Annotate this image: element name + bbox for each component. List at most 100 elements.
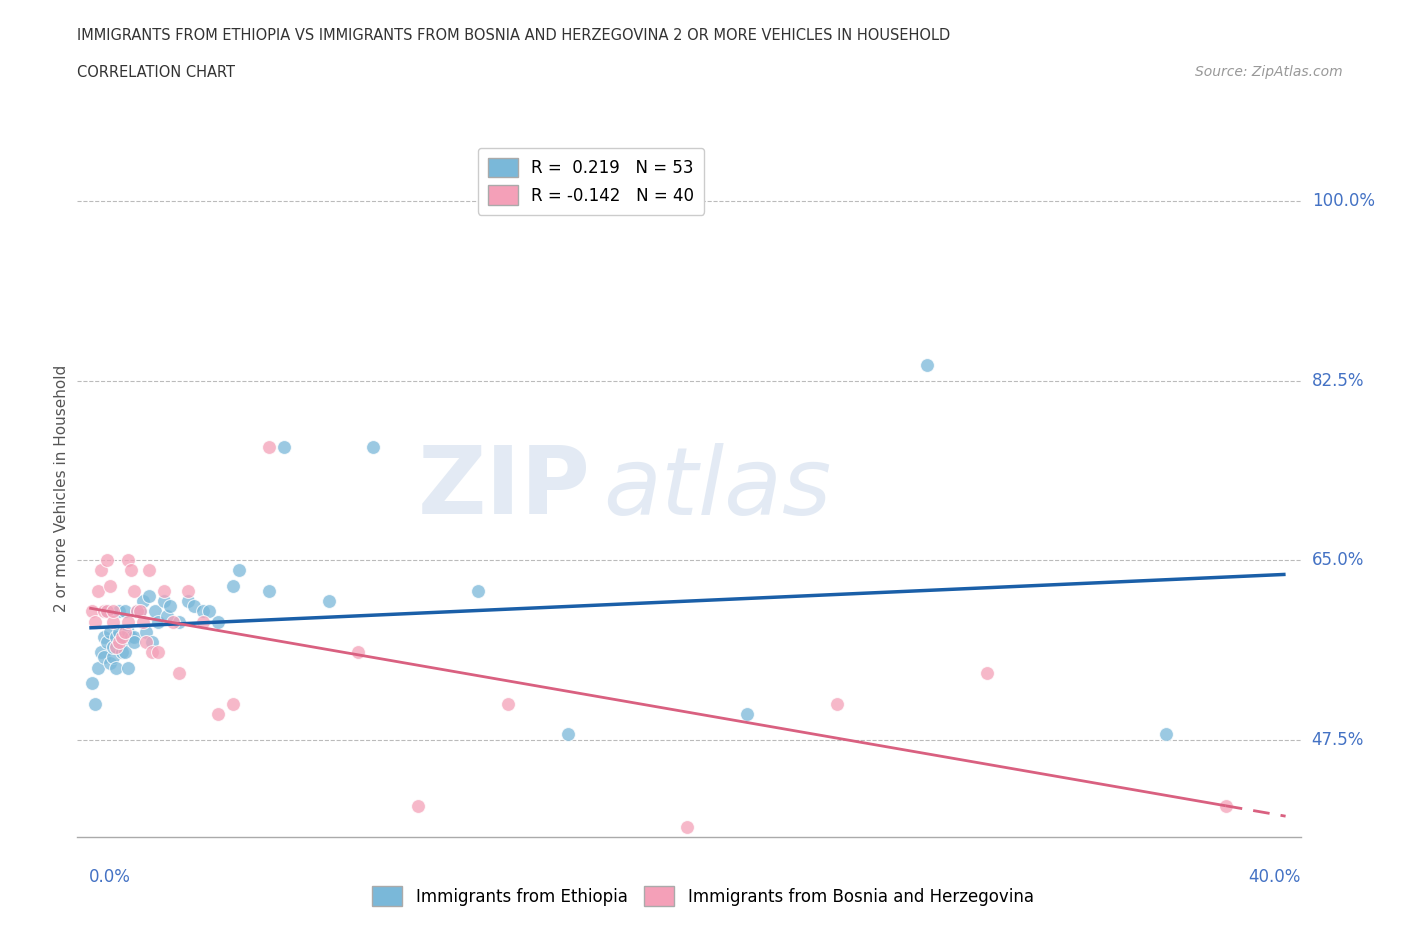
Point <box>93 650 115 665</box>
Point <box>132 614 155 629</box>
Text: 100.0%: 100.0% <box>1312 192 1375 210</box>
Point <box>146 644 169 659</box>
Point <box>496 697 519 711</box>
Point <box>1154 727 1177 742</box>
Point <box>90 563 112 578</box>
Text: atlas: atlas <box>603 443 831 534</box>
Point <box>557 727 579 742</box>
Point <box>82 604 104 618</box>
Point <box>138 589 160 604</box>
Point <box>108 604 131 618</box>
Point <box>87 660 110 675</box>
Point <box>96 604 118 618</box>
Point <box>103 650 125 665</box>
Point <box>98 656 121 671</box>
Point <box>735 707 758 722</box>
Point <box>98 624 121 639</box>
Point <box>257 583 280 598</box>
Point <box>347 644 370 659</box>
Point <box>135 624 157 639</box>
Point <box>122 634 145 649</box>
Point <box>114 624 136 639</box>
Point <box>167 614 190 629</box>
Point <box>82 676 104 691</box>
Point <box>198 604 221 618</box>
Point <box>105 640 128 655</box>
Point <box>162 614 184 629</box>
Point <box>132 593 155 608</box>
Point <box>915 358 938 373</box>
Point <box>114 644 136 659</box>
Point <box>117 614 139 629</box>
Point <box>257 440 280 455</box>
Point <box>153 583 176 598</box>
Text: 82.5%: 82.5% <box>1312 372 1364 390</box>
Point <box>103 604 125 618</box>
Point <box>93 630 115 644</box>
Point <box>1215 799 1237 814</box>
Point <box>122 583 145 598</box>
Point <box>177 583 200 598</box>
Text: 47.5%: 47.5% <box>1312 731 1364 749</box>
Point <box>191 614 214 629</box>
Point <box>127 604 149 618</box>
Legend: Immigrants from Ethiopia, Immigrants from Bosnia and Herzegovina: Immigrants from Ethiopia, Immigrants fro… <box>366 880 1040 912</box>
Point <box>676 819 699 834</box>
Point <box>103 640 125 655</box>
Point <box>156 609 179 624</box>
Point <box>318 593 340 608</box>
Point <box>108 634 131 649</box>
Point <box>406 799 429 814</box>
Point <box>141 634 163 649</box>
Point <box>93 604 115 618</box>
Point <box>138 563 160 578</box>
Point <box>96 634 118 649</box>
Text: IMMIGRANTS FROM ETHIOPIA VS IMMIGRANTS FROM BOSNIA AND HERZEGOVINA 2 OR MORE VEH: IMMIGRANTS FROM ETHIOPIA VS IMMIGRANTS F… <box>77 28 950 43</box>
Point <box>84 697 107 711</box>
Point <box>105 660 128 675</box>
Point <box>167 666 190 681</box>
Point <box>153 593 176 608</box>
Point <box>825 697 848 711</box>
Point <box>117 624 139 639</box>
Point <box>111 644 134 659</box>
Text: ZIP: ZIP <box>418 443 591 534</box>
Point <box>90 644 112 659</box>
Point <box>114 604 136 618</box>
Point <box>177 593 200 608</box>
Point <box>111 634 134 649</box>
Point <box>117 552 139 567</box>
Point <box>108 624 131 639</box>
Point <box>96 604 118 618</box>
Point <box>117 660 139 675</box>
Point <box>273 440 295 455</box>
Point <box>976 666 998 681</box>
Point <box>111 630 134 644</box>
Text: CORRELATION CHART: CORRELATION CHART <box>77 65 235 80</box>
Point <box>120 563 142 578</box>
Point <box>143 604 166 618</box>
Point <box>228 563 250 578</box>
Text: 65.0%: 65.0% <box>1312 551 1364 569</box>
Point <box>146 614 169 629</box>
Point <box>141 644 163 659</box>
Y-axis label: 2 or more Vehicles in Household: 2 or more Vehicles in Household <box>53 365 69 612</box>
Point <box>129 604 152 618</box>
Point <box>96 552 118 567</box>
Legend: R =  0.219   N = 53, R = -0.142   N = 40: R = 0.219 N = 53, R = -0.142 N = 40 <box>478 148 704 215</box>
Point <box>122 630 145 644</box>
Text: 0.0%: 0.0% <box>90 868 131 885</box>
Point <box>222 578 245 593</box>
Point <box>363 440 385 455</box>
Point <box>105 630 128 644</box>
Text: Source: ZipAtlas.com: Source: ZipAtlas.com <box>1195 65 1343 79</box>
Point <box>127 604 149 618</box>
Point <box>159 599 181 614</box>
Point <box>120 630 142 644</box>
Point <box>98 578 121 593</box>
Point <box>183 599 205 614</box>
Point <box>129 604 152 618</box>
Text: 40.0%: 40.0% <box>1249 868 1301 885</box>
Point <box>222 697 245 711</box>
Point <box>87 583 110 598</box>
